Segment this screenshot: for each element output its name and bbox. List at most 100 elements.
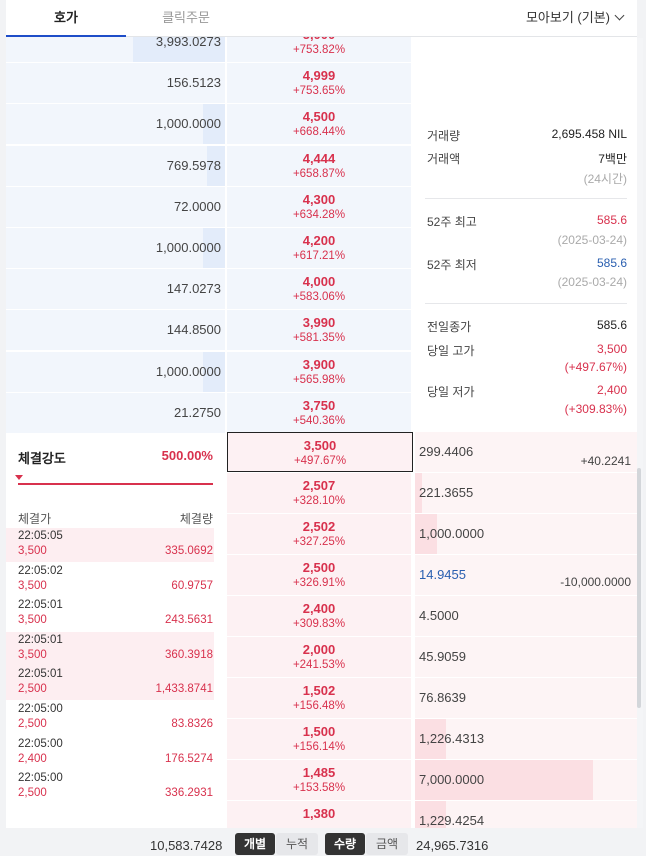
- individual-toggle-button[interactable]: 개별: [235, 833, 275, 855]
- bid-row[interactable]: 1,485 +153.58% 7,000.0000: [6, 760, 637, 801]
- day-low-label: 당일 저가: [427, 385, 475, 399]
- bid-volume-bar: [415, 719, 446, 759]
- ask-amount: 1,000.0000: [155, 116, 221, 131]
- trade-qty: 360.3918: [165, 649, 213, 661]
- ask-volume-bar: [203, 352, 225, 392]
- bid-amount-cell: 1,226.4313: [415, 719, 637, 759]
- strength-label: 체결강도: [18, 451, 66, 466]
- cumulative-toggle-button[interactable]: 누적: [276, 833, 318, 855]
- ask-amount-cell: 156.5123: [6, 63, 225, 103]
- scrollbar[interactable]: [637, 38, 643, 828]
- low52-label: 52주 최저: [427, 258, 477, 272]
- bid-row[interactable]: 3,500 +497.67% 299.4406 +40.2241: [6, 432, 637, 473]
- trade-highlight: [6, 666, 214, 700]
- bid-row[interactable]: 2,507 +328.10% 221.3655: [6, 473, 637, 514]
- strength-value: 500.00%: [161, 448, 213, 463]
- tab-bar: 호가 클릭주문 모아보기 (기본): [6, 0, 637, 37]
- bid-row[interactable]: 1,380 1,229.4254: [6, 801, 637, 828]
- bid-row[interactable]: 2,400 +309.83% 4.5000: [6, 596, 637, 637]
- ask-total: 10,583.7428: [150, 838, 223, 853]
- ask-price-cell[interactable]: 3,750 +540.36%: [227, 393, 411, 433]
- low52-value: 585.6: [596, 256, 627, 270]
- bid-price: 3,500: [303, 438, 337, 453]
- ask-row[interactable]: 1,000.0000 4,500 +668.44%: [6, 104, 637, 145]
- ask-row[interactable]: 144.8500 3,990 +581.35%: [6, 310, 637, 351]
- trade-time: 22:05:00: [18, 703, 63, 715]
- bid-row[interactable]: 2,000 +241.53% 45.9059: [6, 637, 637, 678]
- bid-row[interactable]: 2,502 +327.25% 1,000.0000: [6, 514, 637, 555]
- bid-price-cell[interactable]: 1,502 +156.48%: [227, 678, 411, 718]
- ask-rate: +658.87%: [292, 168, 346, 180]
- tab-click-order[interactable]: 클릭주문: [162, 10, 210, 25]
- amount-toggle-button[interactable]: 금액: [366, 833, 408, 855]
- high52-label: 52주 최고: [427, 215, 477, 229]
- ask-row[interactable]: 21.2750 3,750 +540.36%: [6, 393, 637, 434]
- current-price-cell[interactable]: 3,500 +497.67%: [227, 432, 413, 472]
- trade-time: 22:05:01: [18, 634, 63, 646]
- ask-row[interactable]: 147.0273 4,000 +583.06%: [6, 269, 637, 310]
- bid-amount: 1,000.0000: [419, 526, 485, 541]
- ask-row[interactable]: 156.5123 4,999 +753.65%: [6, 63, 637, 104]
- ask-amount-cell: 1,000.0000: [6, 104, 225, 144]
- strength-gauge: [18, 483, 213, 485]
- trade-row: 22:05:00 2,500 336.2931: [6, 770, 225, 804]
- bid-rate: +326.91%: [292, 577, 346, 589]
- trade-row: 22:05:02 3,500 60.9757: [6, 563, 225, 597]
- ask-amount: 769.5978: [166, 158, 221, 173]
- footer-bar: 10,583.7428 개별 누적 수량 금액 24,965.7316: [0, 828, 646, 856]
- bid-price-cell[interactable]: 1,380: [227, 801, 411, 828]
- quantity-toggle-button[interactable]: 수량: [325, 833, 365, 855]
- divider: [425, 198, 627, 199]
- ask-rate: +581.35%: [292, 332, 346, 344]
- ask-price-cell[interactable]: 4,500 +668.44%: [227, 104, 411, 144]
- ask-price-cell[interactable]: 4,000 +583.06%: [227, 269, 411, 309]
- ask-price: 3,900: [302, 357, 336, 372]
- bid-price: 1,502: [302, 683, 336, 698]
- bid-row[interactable]: 1,502 +156.48% 76.8639: [6, 678, 637, 719]
- view-mode-dropdown[interactable]: 모아보기 (기본): [526, 0, 625, 37]
- bid-amount-cell: 7,000.0000: [415, 760, 637, 800]
- ask-amount-cell: 21.2750: [6, 393, 225, 433]
- trade-price: 2,400: [18, 753, 47, 765]
- trade-highlight: [6, 632, 214, 666]
- bid-price: 2,507: [302, 478, 336, 493]
- ask-amount-cell: 769.5978: [6, 146, 225, 186]
- ask-price-cell[interactable]: 4,200 +617.21%: [227, 228, 411, 268]
- bid-row[interactable]: 1,500 +156.14% 1,226.4313: [6, 719, 637, 760]
- trade-qty: 1,433.8741: [155, 683, 213, 695]
- trade-qty: 336.2931: [165, 787, 213, 799]
- ask-row[interactable]: 769.5978 4,444 +658.87%: [6, 146, 637, 187]
- ask-price-cell[interactable]: 3,900 +565.98%: [227, 352, 411, 392]
- bid-rate: +309.83%: [292, 618, 346, 630]
- ask-amount: 147.0273: [166, 281, 221, 296]
- bid-price-cell[interactable]: 2,000 +241.53%: [227, 637, 411, 677]
- bid-price-cell[interactable]: 1,485 +153.58%: [227, 760, 411, 800]
- bid-price-cell[interactable]: 2,500 +326.91%: [227, 555, 411, 595]
- ask-price: 3,990: [302, 315, 336, 330]
- ask-price-cell[interactable]: 3,990 +581.35%: [227, 310, 411, 350]
- ask-rate: +565.98%: [292, 374, 346, 386]
- bid-row[interactable]: 2,500 +326.91% 14.9455 -10,000.0000: [6, 555, 637, 596]
- ask-rate: +753.82%: [292, 44, 346, 56]
- ask-row[interactable]: 1,000.0000 3,900 +565.98%: [6, 352, 637, 393]
- bid-price-cell[interactable]: 2,502 +327.25%: [227, 514, 411, 554]
- ask-price-cell[interactable]: 4,999 +753.65%: [227, 63, 411, 103]
- turnover-note: (24시간): [583, 172, 627, 186]
- bid-price-cell[interactable]: 2,400 +309.83%: [227, 596, 411, 636]
- tab-orderbook[interactable]: 호가: [6, 0, 126, 37]
- bid-price-cell[interactable]: 2,507 +328.10%: [227, 473, 411, 513]
- bid-amount: 1,229.4254: [419, 813, 485, 828]
- prev-close-label: 전일종가: [427, 320, 472, 334]
- ask-price-cell[interactable]: 4,300 +634.28%: [227, 187, 411, 227]
- turnover-label: 거래액: [427, 152, 461, 166]
- ask-row[interactable]: 72.0000 4,300 +634.28%: [6, 187, 637, 228]
- ask-row[interactable]: 1,000.0000 4,200 +617.21%: [6, 228, 637, 269]
- ask-price-cell[interactable]: 4,444 +658.87%: [227, 146, 411, 186]
- bid-rate: +497.67%: [293, 455, 347, 467]
- scrollbar-thumb[interactable]: [637, 468, 641, 708]
- ask-price: 4,300: [302, 192, 336, 207]
- bid-amount-cell: 299.4406 +40.2241: [415, 432, 637, 472]
- bid-price-cell[interactable]: 1,500 +156.14%: [227, 719, 411, 759]
- day-low-value: 2,400: [596, 383, 627, 397]
- low52-date: (2025-03-24): [557, 275, 627, 289]
